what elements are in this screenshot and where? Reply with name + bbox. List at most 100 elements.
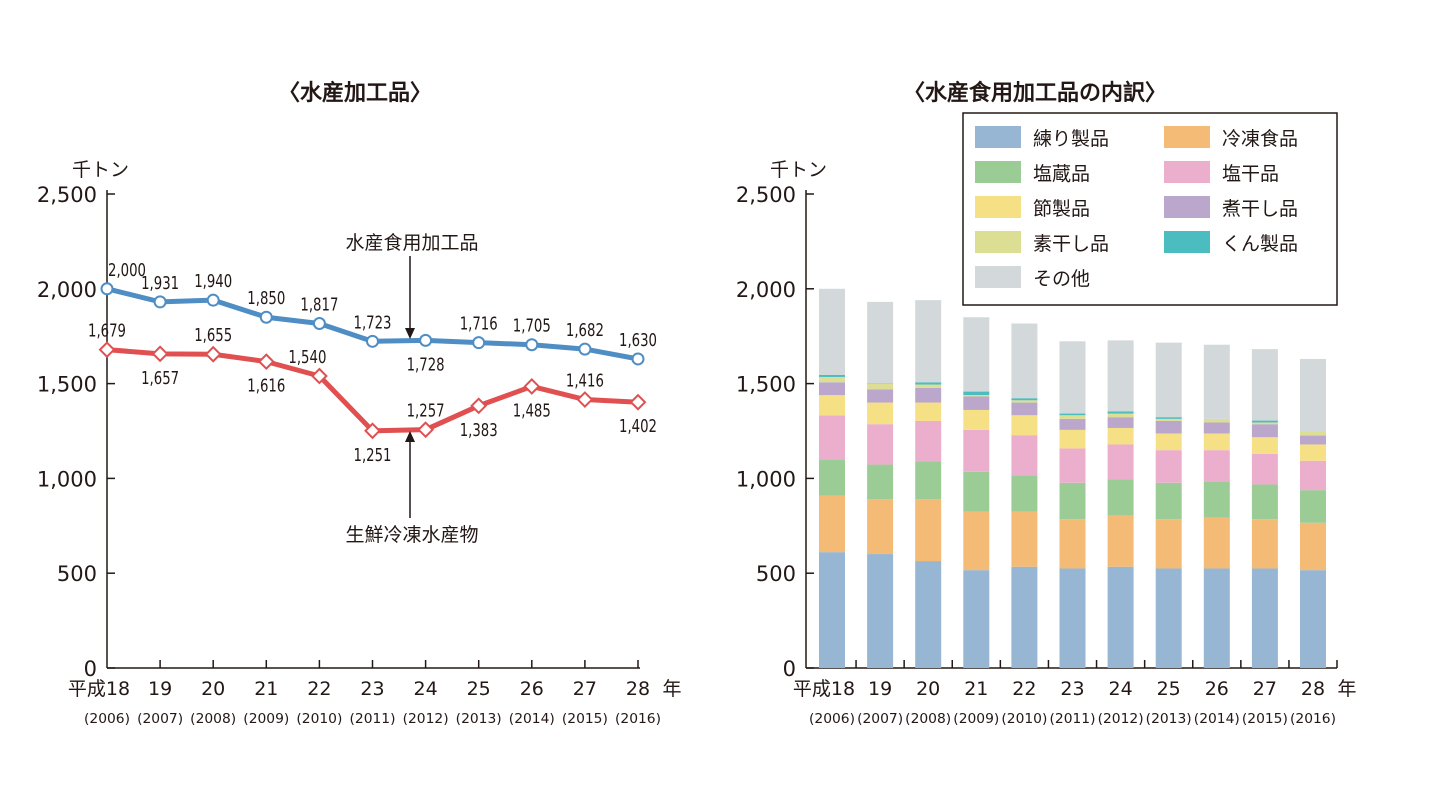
bar-segment (1011, 400, 1038, 403)
bar-segment (1251, 453, 1278, 485)
annotation-fresh-frozen: 生鮮冷凍水産物 (345, 524, 478, 546)
x-tick-label: 25 (467, 678, 491, 700)
bar-segment (867, 402, 894, 425)
data-point-circle (206, 293, 220, 307)
x-tick-sublabel: (2010) (1001, 712, 1047, 727)
series-line-1 (106, 347, 639, 434)
x-tick-sublabel: (2006) (809, 712, 855, 727)
bar-segment (1107, 417, 1134, 428)
bar-segment (1011, 402, 1038, 416)
y-tick-label: 500 (756, 562, 796, 586)
legend-label: くん製品 (1222, 233, 1298, 255)
bar-segment (819, 288, 845, 375)
data-label: 1,485 (513, 400, 551, 421)
y-tick-label: 1,000 (736, 467, 796, 491)
x-tick-label: 19 (868, 678, 892, 700)
bar-segment (1107, 479, 1134, 516)
bar-segment (1059, 519, 1086, 569)
legend-swatch (975, 231, 1021, 253)
y-tick-label: 1,000 (37, 467, 97, 491)
bar-segment (1251, 420, 1278, 423)
y-tick-label: 1,500 (37, 373, 97, 397)
bar-segment (1203, 418, 1230, 423)
legend-label: 冷凍食品 (1222, 128, 1298, 150)
bar-segment (1107, 411, 1134, 414)
bar-segment (1300, 358, 1326, 432)
bar-segment (1059, 413, 1086, 416)
data-point-circle (472, 336, 486, 350)
bar-segment (1155, 568, 1182, 668)
bar-segment (1155, 418, 1182, 421)
bar-segment (963, 471, 990, 512)
y-tick-label: 500 (57, 562, 97, 586)
bar-segment (1155, 342, 1182, 418)
x-tick-sublabel: (2016) (615, 712, 661, 727)
bar-segment (963, 409, 990, 430)
y-tick-label: 2,500 (736, 183, 796, 207)
data-point-circle (631, 352, 645, 366)
x-tick-label: 28 (1301, 678, 1325, 700)
x-tick-sublabel: (2016) (1290, 712, 1336, 727)
x-tick-label: 20 (201, 678, 225, 700)
bar-segment (867, 389, 894, 403)
bar-segment (819, 459, 845, 496)
legend-swatch (975, 266, 1021, 288)
y-tick-label: 0 (84, 657, 97, 681)
bar-segment (867, 383, 894, 390)
bar-segment (963, 396, 990, 410)
bar-segment (1155, 450, 1182, 483)
data-label: 1,850 (247, 288, 285, 309)
bar-segment (1203, 344, 1230, 419)
x-tick-label: 27 (1253, 678, 1277, 700)
x-unit-label: 年 (1337, 678, 1356, 700)
bar-segment (915, 561, 942, 668)
bar-segment (1155, 519, 1182, 569)
data-label: 1,383 (460, 420, 498, 441)
bar-segment (915, 387, 942, 403)
bar-segment (963, 511, 990, 571)
bar-segment (1300, 490, 1326, 523)
bar-segment (867, 554, 894, 668)
bar-segment (1059, 429, 1086, 449)
x-tick-label: 24 (1109, 678, 1133, 700)
bar-segment (819, 376, 845, 383)
data-point-circle (312, 316, 326, 330)
bar-segment (1059, 341, 1086, 414)
bar-segment (819, 495, 845, 553)
data-point-diamond (629, 393, 647, 411)
y-tick-label: 1,500 (736, 373, 796, 397)
bar-segment (1300, 431, 1326, 436)
data-label: 1,630 (619, 330, 657, 351)
bar-segment (963, 429, 990, 472)
data-point-diamond (364, 422, 381, 440)
x-tick-label: 21 (964, 678, 988, 700)
x-tick-label: 26 (1205, 678, 1229, 700)
right-y-unit: 千トン (770, 159, 827, 181)
legend-swatch (1164, 126, 1210, 148)
bar-segment (915, 402, 942, 421)
bar-segment (1203, 568, 1230, 668)
bar-segment (1300, 444, 1326, 461)
left-chart-title: 〈水産加工品〉 (278, 80, 432, 106)
bar-segment (1203, 481, 1230, 518)
bar-segment (819, 552, 845, 668)
bar-segment (963, 391, 990, 395)
data-point-diamond (204, 345, 222, 363)
x-tick-sublabel: (2011) (1050, 712, 1096, 727)
bar-segment (1011, 566, 1038, 668)
legend-label: 煮干し品 (1222, 198, 1298, 220)
bar-segment (963, 394, 990, 397)
x-tick-label: 20 (916, 678, 940, 700)
data-label: 1,540 (288, 347, 326, 368)
x-tick-label: 22 (307, 678, 331, 700)
bar-segment (867, 424, 894, 465)
bar-segment (819, 415, 845, 460)
data-point-circle (100, 282, 114, 296)
data-point-diamond (257, 353, 275, 371)
data-label: 1,728 (407, 354, 445, 375)
bar-segment (1059, 418, 1086, 430)
x-tick-label: 27 (573, 678, 597, 700)
bar-segment (1011, 511, 1038, 567)
data-label: 1,251 (354, 445, 392, 466)
data-point-circle (366, 334, 379, 348)
